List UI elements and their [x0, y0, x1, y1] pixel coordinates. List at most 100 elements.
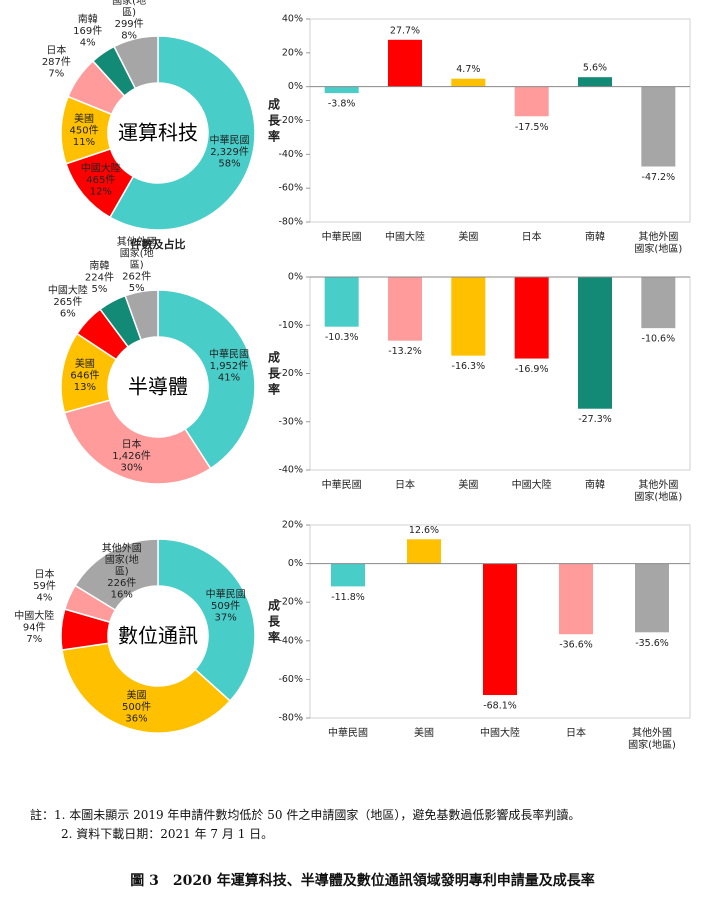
- value-label: 27.7%: [390, 25, 420, 36]
- slice-category: 中國大陸: [14, 609, 54, 622]
- slice-share: 41%: [218, 373, 240, 384]
- y-tick-label: -60%: [278, 674, 303, 685]
- center-label: 運算科技: [118, 121, 198, 145]
- y-tick-label: 20%: [282, 520, 303, 531]
- slice-category: 美國: [127, 688, 147, 701]
- slice-count: 2,329件: [210, 146, 249, 158]
- x-tick-label: 美國: [458, 478, 478, 491]
- slice-share: 8%: [121, 30, 137, 41]
- bar: [641, 277, 676, 329]
- slice-share: 37%: [214, 612, 236, 623]
- slice-count: 169件: [73, 25, 102, 37]
- donut-slice: [113, 35, 159, 90]
- slice-category: 中華民國: [210, 133, 250, 146]
- donut-slice: [157, 289, 256, 470]
- value-label: 5.6%: [583, 63, 607, 74]
- bar: [559, 563, 593, 635]
- x-tick-label: 中華民國: [322, 478, 362, 491]
- bar: [578, 277, 612, 409]
- slice-count: 265件: [53, 296, 82, 308]
- y-tick-label: -80%: [278, 713, 303, 724]
- slice-share: 16%: [111, 589, 133, 600]
- slice-count: 465件: [86, 174, 115, 186]
- slice-category: 南韓: [78, 12, 98, 25]
- value-label: -16.3%: [452, 361, 486, 372]
- slice-count: 59件: [33, 580, 56, 592]
- x-tick-label: 中華民國: [322, 230, 362, 243]
- bar: [514, 86, 549, 117]
- bar: [451, 78, 486, 87]
- bar: [388, 39, 422, 87]
- value-label: -35.6%: [635, 638, 669, 649]
- bar: [451, 277, 486, 356]
- y-tick-label: -20%: [278, 115, 303, 126]
- slice-category: 中國大陸: [81, 161, 121, 174]
- figure: 中華民國2,329件58%中國大陸465件12%美國450件11%日本287件7…: [14, 0, 691, 751]
- bar: [324, 86, 359, 94]
- slice-count: 224件: [85, 272, 114, 284]
- x-tick-label: 中國大陸: [480, 726, 520, 739]
- bar: [388, 277, 422, 341]
- donut-slice: [74, 538, 159, 611]
- bar: [331, 563, 365, 587]
- slice-count: 226件: [107, 577, 136, 589]
- slice-count: 287件: [42, 56, 71, 68]
- x-tick-label: 南韓: [585, 478, 605, 491]
- y-axis-label: 成長率: [268, 349, 281, 396]
- value-label: -17.5%: [515, 122, 549, 133]
- value-label: -36.6%: [559, 640, 593, 651]
- value-label: -10.3%: [325, 332, 359, 343]
- x-tick-label: 美國: [458, 230, 478, 243]
- note: 2. 資料下載日期：2021 年 7 月 1 日。: [61, 827, 274, 841]
- value-label: 12.6%: [409, 525, 439, 536]
- slice-category: 中華民國: [206, 587, 246, 600]
- x-tick-label: 日本: [395, 478, 415, 491]
- x-tick-label: 日本: [566, 726, 586, 739]
- slice-category: 美國: [75, 357, 95, 370]
- slice-count: 262件: [122, 270, 151, 282]
- slice-share: 5%: [129, 283, 145, 294]
- slice-category: 美國: [74, 112, 94, 125]
- value-label: -11.8%: [331, 592, 365, 603]
- slice-share: 7%: [26, 634, 42, 645]
- slice-share: 4%: [37, 593, 53, 604]
- bar: [514, 277, 549, 359]
- x-tick-label: 中國大陸: [512, 478, 552, 491]
- x-tick-label: 中國大陸: [385, 230, 425, 243]
- value-label: -47.2%: [642, 172, 676, 183]
- slice-count: 1,952件: [210, 360, 249, 372]
- x-tick-label: 中華民國: [328, 726, 368, 739]
- slice-count: 509件: [211, 600, 240, 612]
- slice-category: 南韓: [89, 259, 109, 272]
- y-tick-label: -40%: [278, 465, 303, 476]
- plot-frame: [309, 276, 691, 471]
- x-tick-label: 其他外國國家(地區): [634, 478, 682, 503]
- slice-share: 6%: [60, 308, 76, 319]
- value-label: -68.1%: [483, 701, 517, 712]
- donut-slice: [61, 642, 232, 734]
- x-tick-label: 其他外國國家(地區): [634, 230, 682, 255]
- slice-category: 其他外國國家(地區): [109, 0, 149, 18]
- slice-share: 7%: [48, 68, 64, 79]
- slice-share: 36%: [125, 713, 147, 724]
- slice-count: 646件: [70, 369, 99, 381]
- slice-share: 4%: [80, 37, 96, 48]
- slice-count: 500件: [122, 701, 151, 713]
- center-label: 半導體: [128, 375, 188, 399]
- slice-share: 30%: [120, 463, 142, 474]
- y-tick-label: 0%: [288, 272, 303, 283]
- donut-slice: [157, 538, 256, 702]
- value-label: -16.9%: [515, 364, 549, 375]
- slice-category: 日本: [46, 43, 66, 56]
- y-tick-label: -20%: [278, 597, 303, 608]
- caption: 圖 3 2020 年運算科技、半導體及數位通訊領域發明專利申請量及成長率: [130, 873, 595, 889]
- value-label: -10.6%: [642, 334, 676, 345]
- y-tick-label: 0%: [288, 558, 303, 569]
- slice-count: 450件: [69, 125, 98, 137]
- donut-slice: [124, 289, 159, 341]
- slice-category: 中華民國: [209, 348, 249, 361]
- plot-frame: [309, 18, 691, 223]
- slice-category: 其他外國國家(地區): [117, 235, 157, 271]
- slice-count: 299件: [115, 18, 144, 30]
